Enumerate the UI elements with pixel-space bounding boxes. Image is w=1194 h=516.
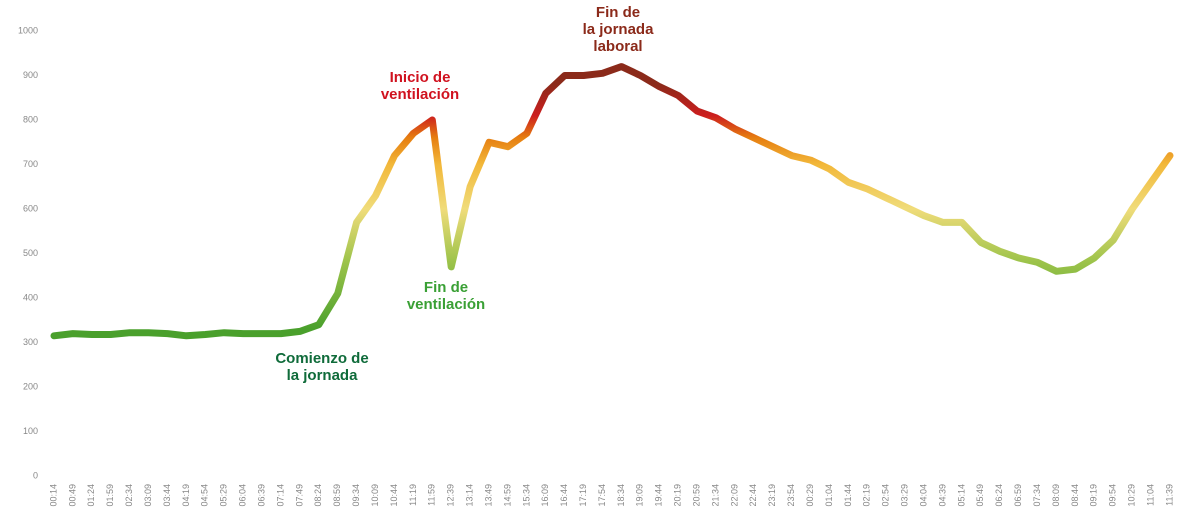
x-tick-label: 00:49 <box>67 484 77 507</box>
x-tick-label: 03:29 <box>900 484 910 507</box>
x-tick-label: 07:49 <box>294 484 304 507</box>
x-tick-label: 11:39 <box>1164 484 1174 506</box>
x-tick-label: 11:59 <box>427 484 437 506</box>
x-tick-label: 08:59 <box>332 484 342 507</box>
x-tick-label: 23:19 <box>767 484 777 507</box>
annotation: Inicio de <box>390 69 451 86</box>
annotation: Fin de <box>596 4 640 21</box>
x-tick-label: 22:44 <box>748 484 758 507</box>
y-tick-label: 200 <box>23 381 38 391</box>
data-line <box>50 63 1174 340</box>
x-tick-label: 09:19 <box>1089 484 1099 507</box>
x-tick-label: 08:24 <box>313 484 323 507</box>
x-tick-label: 13:14 <box>465 484 475 507</box>
x-tick-label: 07:14 <box>275 484 285 507</box>
x-tick-label: 10:44 <box>389 484 399 507</box>
x-tick-label: 06:04 <box>238 484 248 507</box>
annotation: ventilación <box>381 86 459 103</box>
x-tick-label: 07:34 <box>1032 484 1042 507</box>
x-tick-label: 19:44 <box>654 484 664 507</box>
y-tick-label: 1000 <box>18 25 38 35</box>
y-tick-label: 100 <box>23 426 38 436</box>
x-tick-label: 02:54 <box>881 484 891 507</box>
x-tick-label: 02:19 <box>862 484 872 507</box>
x-tick-label: 05:29 <box>219 484 229 507</box>
x-tick-label: 01:04 <box>824 484 834 507</box>
x-tick-label: 19:09 <box>635 484 645 507</box>
x-tick-label: 05:14 <box>956 484 966 507</box>
x-tick-label: 04:39 <box>937 484 947 507</box>
annotation: laboral <box>593 38 642 55</box>
x-tick-label: 15:34 <box>521 484 531 507</box>
x-tick-label: 21:34 <box>710 484 720 507</box>
annotation: ventilación <box>407 296 485 313</box>
x-tick-label: 08:09 <box>1051 484 1061 507</box>
x-tick-label: 22:09 <box>729 484 739 507</box>
x-tick-label: 04:54 <box>200 484 210 507</box>
x-tick-label: 20:19 <box>673 484 683 507</box>
x-tick-label: 10:29 <box>1127 484 1137 507</box>
x-tick-label: 13:49 <box>483 484 493 507</box>
x-tick-label: 12:39 <box>446 484 456 507</box>
x-tick-label: 02:34 <box>124 484 134 507</box>
x-tick-label: 06:39 <box>256 484 266 507</box>
x-tick-label: 10:09 <box>370 484 380 507</box>
x-tick-label: 09:54 <box>1108 484 1118 507</box>
x-tick-label: 17:54 <box>597 484 607 507</box>
y-tick-label: 800 <box>23 114 38 124</box>
x-tick-label: 03:09 <box>143 484 153 507</box>
x-tick-label: 11:04 <box>1145 484 1155 506</box>
x-tick-label: 00:14 <box>48 484 58 507</box>
annotation: la jornada <box>287 367 359 384</box>
y-tick-label: 0 <box>33 470 38 480</box>
x-tick-label: 20:59 <box>691 484 701 507</box>
x-tick-label: 05:49 <box>975 484 985 507</box>
x-tick-label: 23:54 <box>786 484 796 507</box>
x-tick-label: 16:09 <box>540 484 550 507</box>
y-tick-label: 900 <box>23 70 38 80</box>
y-tick-label: 700 <box>23 159 38 169</box>
y-tick-label: 300 <box>23 337 38 347</box>
x-tick-label: 04:04 <box>918 484 928 507</box>
x-tick-label: 18:34 <box>616 484 626 507</box>
annotation: Fin de <box>424 279 468 296</box>
x-tick-label: 09:34 <box>351 484 361 507</box>
x-tick-label: 00:29 <box>805 484 815 507</box>
x-tick-label: 08:44 <box>1070 484 1080 507</box>
x-tick-label: 16:44 <box>559 484 569 507</box>
x-tick-label: 04:19 <box>181 484 191 507</box>
x-tick-label: 01:24 <box>86 484 96 507</box>
annotation: Comienzo de <box>275 350 368 367</box>
x-tick-label: 03:44 <box>162 484 172 507</box>
x-tick-label: 01:44 <box>843 484 853 507</box>
x-tick-label: 14:59 <box>502 484 512 507</box>
y-tick-label: 500 <box>23 248 38 258</box>
annotation: la jornada <box>583 21 655 38</box>
x-tick-label: 06:59 <box>1013 484 1023 507</box>
y-tick-label: 600 <box>23 203 38 213</box>
x-tick-label: 17:19 <box>578 484 588 507</box>
y-tick-label: 400 <box>23 292 38 302</box>
x-tick-label: 06:24 <box>994 484 1004 507</box>
x-tick-label: 11:19 <box>408 484 418 506</box>
x-tick-label: 01:59 <box>105 484 115 507</box>
